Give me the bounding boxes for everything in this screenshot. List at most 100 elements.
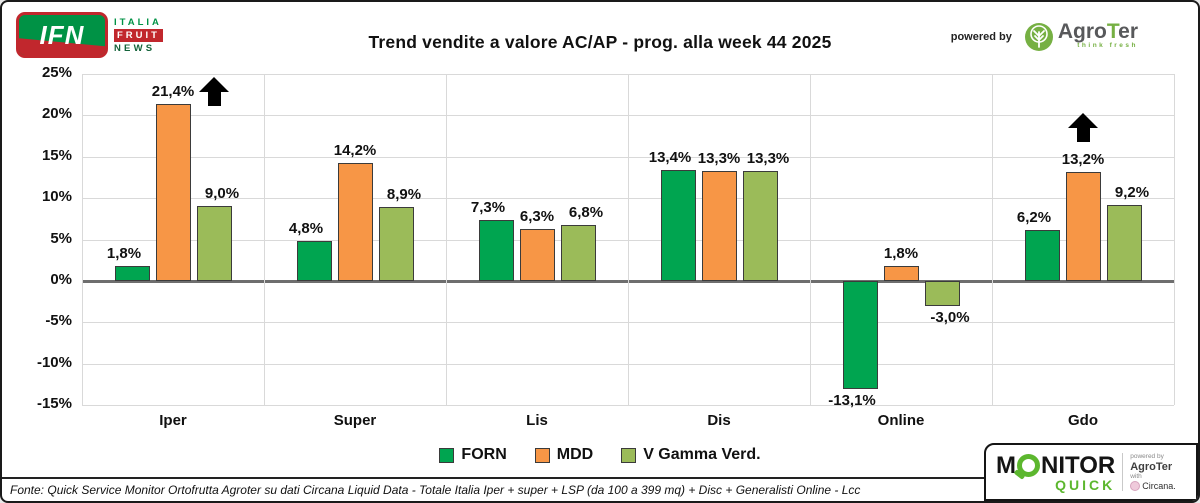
legend-label: V Gamma Verd.: [643, 446, 761, 463]
gridline: [82, 405, 1174, 406]
bar: [660, 169, 696, 281]
bar-value-label: 6,2%: [1016, 208, 1052, 226]
bar: [378, 207, 414, 281]
quick-word: QUICK: [1055, 476, 1116, 493]
bar: [701, 170, 737, 281]
bar: [1024, 229, 1060, 281]
bar-value-label: 7,3%: [470, 199, 506, 217]
category-label: Online: [877, 412, 925, 429]
bar-value-label: 13,2%: [1061, 150, 1105, 168]
ifn-abbr: IFN: [39, 19, 85, 50]
bar: [1065, 171, 1101, 281]
ifn-line-news: NEWS: [114, 42, 156, 54]
up-arrow-icon: [1068, 112, 1098, 142]
mq-circana: Circana.: [1130, 481, 1176, 491]
magnifier-icon: [1017, 454, 1040, 477]
monitor-word-end: NITOR: [1041, 451, 1116, 479]
bar: [296, 241, 332, 281]
vertical-gridline: [992, 74, 993, 405]
agroter-wordmark: AgroTer think fresh: [1057, 20, 1138, 49]
bar: [155, 103, 191, 281]
bar: [478, 220, 514, 281]
y-tick-label: -5%: [45, 312, 72, 330]
bar: [924, 280, 960, 306]
powered-by-label: powered by: [950, 31, 1012, 43]
circana-icon: [1130, 480, 1141, 491]
bar-value-label: -13,1%: [828, 392, 876, 410]
bar: [114, 265, 150, 281]
mq-powered-by: powered by: [1130, 453, 1164, 461]
y-tick-label: 0%: [50, 270, 72, 288]
legend-item: MDD: [534, 446, 594, 464]
category-label: Super: [333, 412, 377, 429]
category-label: Iper: [159, 412, 187, 429]
y-tick-label: -15%: [36, 395, 72, 412]
vertical-gridline: [82, 74, 83, 405]
bar-value-label: 13,4%: [648, 148, 692, 166]
bar: [883, 265, 919, 281]
category-label: Lis: [526, 412, 548, 429]
bar-value-label: 9,2%: [1114, 183, 1150, 201]
bar-value-label: 21,4%: [151, 82, 195, 100]
vertical-gridline: [810, 74, 811, 405]
up-arrow-icon: [199, 76, 229, 106]
vertical-gridline: [628, 74, 629, 405]
bar: [337, 163, 373, 281]
bar-value-label: 1,8%: [106, 244, 142, 262]
bar-value-label: 6,8%: [568, 203, 604, 221]
ifn-badge-icon: IFN: [16, 12, 108, 58]
legend-item: V Gamma Verd.: [621, 446, 761, 464]
bar-value-label: 4,8%: [288, 220, 324, 238]
bar: [1106, 204, 1142, 281]
agroter-logo: AgroTer think fresh: [1024, 20, 1138, 52]
bar-value-label: 8,9%: [386, 186, 422, 204]
y-tick-label: 5%: [50, 229, 72, 247]
powered-by-agroter: powered by AgroTer think fresh: [950, 20, 1138, 52]
ifn-logo: IFN ITALIA FRUIT NEWS: [16, 12, 163, 58]
bar: [842, 280, 878, 390]
bar-value-label: 14,2%: [333, 142, 377, 160]
bar-value-label: 13,3%: [746, 149, 790, 167]
bar: [196, 206, 232, 281]
monitor-quick-logo: M NITOR QUICK powered by AgroTer with Cir…: [984, 443, 1198, 501]
monitor-word: M NITOR: [996, 452, 1115, 480]
ifn-line-fruit: FRUIT: [114, 28, 163, 42]
legend-label: MDD: [556, 446, 594, 463]
category-label: Dis: [707, 412, 731, 429]
agroter-name: AgroTer: [1057, 20, 1138, 43]
legend-item: FORN: [439, 446, 507, 464]
bar: [519, 228, 555, 281]
bar-value-label: 6,3%: [519, 207, 555, 225]
bar-value-label: 13,3%: [697, 149, 741, 167]
bar-value-label: 9,0%: [204, 185, 240, 203]
legend-swatch: [534, 447, 550, 463]
y-tick-label: -10%: [36, 353, 72, 371]
monitor-word-start: M: [996, 451, 1016, 479]
bar: [560, 224, 596, 281]
monitor-quick-wordmark: M NITOR QUICK: [996, 452, 1115, 493]
mq-with: with: [1130, 473, 1142, 481]
legend-swatch: [621, 447, 637, 463]
legend-swatch: [439, 447, 455, 463]
chart-legend: FORN MDD V Gamma Verd.: [2, 446, 1198, 464]
bar: [742, 170, 778, 281]
mq-agroter: AgroTer: [1130, 460, 1173, 473]
tree-icon: [1024, 23, 1053, 51]
agroter-tagline: think fresh: [1077, 42, 1138, 49]
bar-value-label: 1,8%: [883, 244, 919, 262]
vertical-gridline: [1174, 74, 1175, 405]
legend-label: FORN: [461, 446, 507, 463]
chart-title: Trend vendite a valore AC/AP - prog. all…: [368, 32, 832, 52]
ifn-line-italia: ITALIA: [114, 16, 162, 28]
bar-value-label: -3,0%: [930, 308, 970, 326]
category-label: Gdo: [1068, 412, 1098, 429]
y-tick-label: 15%: [41, 146, 72, 164]
monitor-quick-credits: powered by AgroTer with Circana.: [1122, 453, 1176, 491]
y-tick-label: 25%: [41, 64, 72, 81]
vertical-gridline: [264, 74, 265, 405]
y-tick-label: 10%: [41, 188, 72, 206]
vertical-gridline: [446, 74, 447, 405]
bar-chart-plot-area: 1,8% 21,4% 9,0% 4,8% 14,2% 8,9% 7,3% 6,3% 6,8% 13…: [82, 74, 1175, 409]
y-tick-label: 20%: [41, 105, 72, 123]
